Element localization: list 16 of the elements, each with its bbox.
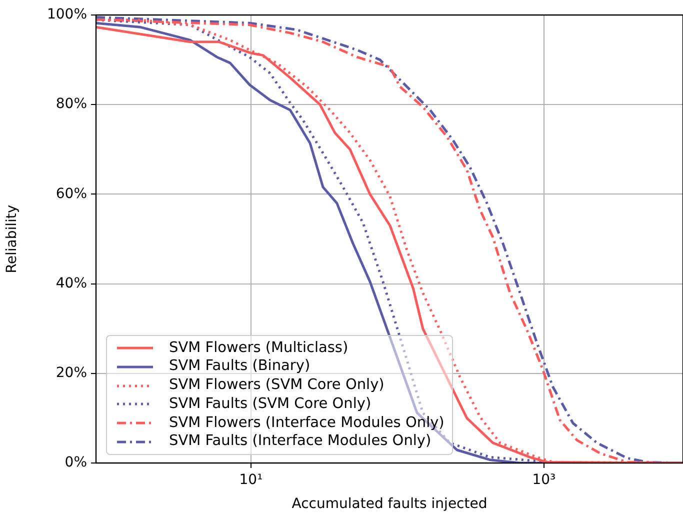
legend-label: SVM Flowers (Multiclass) <box>169 338 348 358</box>
legend-label: SVM Faults (Binary) <box>169 357 310 376</box>
y-tick-label: 40% <box>56 275 87 292</box>
x-axis-title: Accumulated faults injected <box>292 496 488 512</box>
y-tick-label: 80% <box>56 96 87 112</box>
y-tick-label: 60% <box>56 186 87 202</box>
y-tick-label: 20% <box>56 365 87 382</box>
legend-label: SVM Faults (Interface Modules Only) <box>169 432 432 451</box>
y-tick-label: 0% <box>64 454 87 471</box>
y-tick-label: 100% <box>46 6 87 23</box>
y-axis-title: Reliability <box>4 204 20 274</box>
x-tick-label: 10³ <box>532 472 556 488</box>
legend-label: SVM Flowers (SVM Core Only) <box>169 376 384 395</box>
x-tick-label: 10¹ <box>239 472 263 488</box>
legend-label: SVM Flowers (Interface Modules Only) <box>169 414 444 432</box>
legend-label: SVM Faults (SVM Core Only) <box>169 394 372 414</box>
